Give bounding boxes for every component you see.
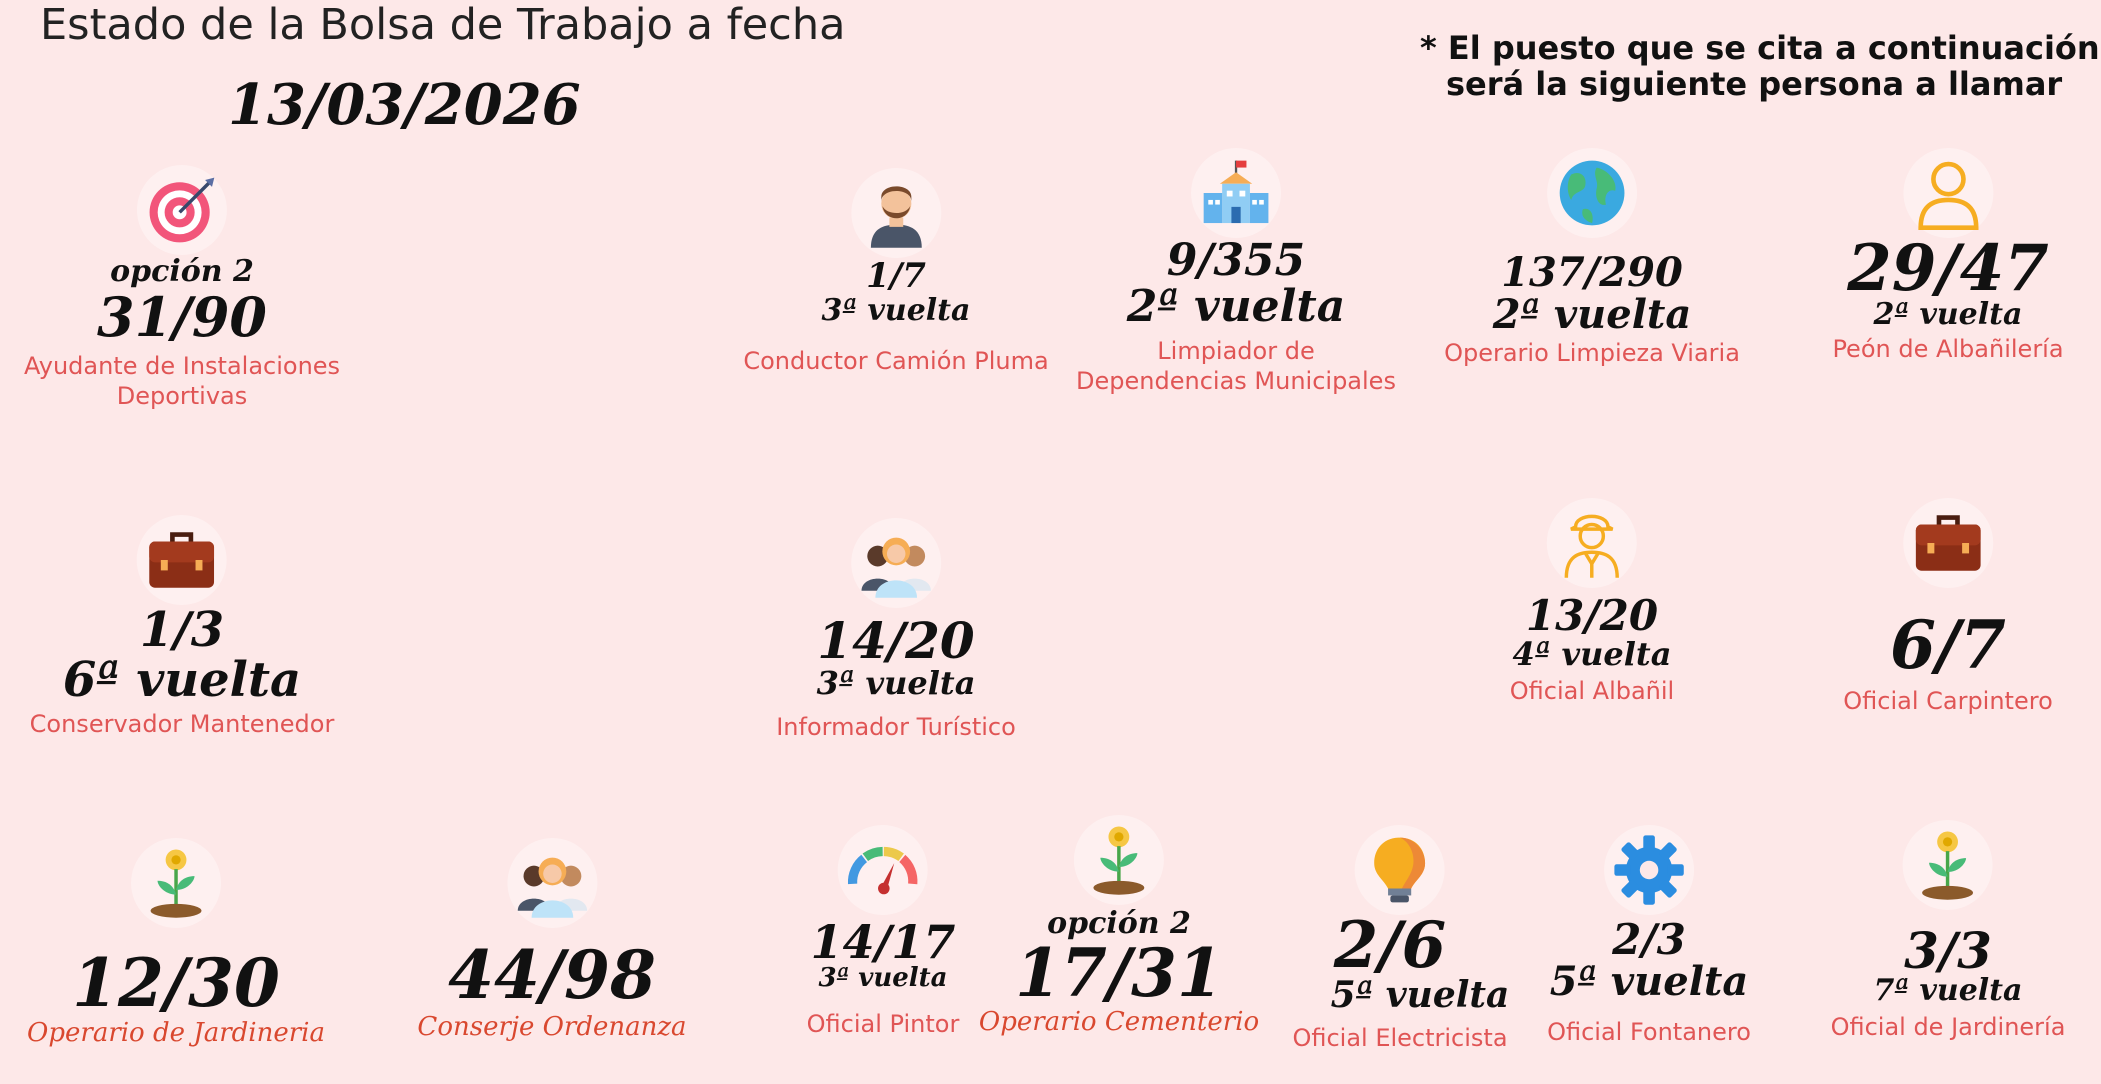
count-text: 6/7 — [1890, 606, 2006, 684]
job-card-operario-jardineria[interactable]: 12/30 Operario de Jardineria — [27, 838, 325, 1048]
worker-outline-icon — [1546, 498, 1637, 588]
gauge-icon — [837, 825, 928, 915]
job-card-conductor-camion[interactable]: 1/7 3ª vuelta Conductor Camión Pluma — [743, 168, 1049, 376]
job-card-operario-cementerio[interactable]: opción 2 17/31 Operario Cementerio — [979, 815, 1259, 1037]
count-text: 137/290 — [1501, 249, 1683, 296]
job-label: Oficial de Jardinería — [1830, 1013, 2066, 1041]
option-text: opción 2 — [110, 254, 254, 289]
count-text: 14/17 — [810, 915, 956, 969]
count-text: 2/3 — [1612, 915, 1686, 964]
job-card-conservador-mantenedor[interactable]: 1/3 6ª vuelta Conservador Mantenedor — [29, 515, 335, 739]
job-label: Oficial Pintor — [806, 1010, 960, 1038]
round-text: 2ª vuelta — [1492, 291, 1692, 338]
user-outline-icon — [1903, 148, 1993, 238]
job-label: Oficial Albañil — [1509, 677, 1675, 705]
page-title: Estado de la Bolsa de Trabajo a fecha — [40, 0, 846, 50]
count-text: 14/20 — [817, 611, 975, 670]
round-text: 2ª vuelta — [1873, 297, 2023, 332]
count-text: 1/7 — [866, 256, 926, 296]
note-line-2: será la siguiente persona a llamar — [1446, 65, 2063, 103]
people-group-icon — [506, 838, 597, 928]
note-line-1: * El puesto que se cita a continuación — [1420, 29, 2100, 67]
job-card-operario-limpieza[interactable]: 137/290 2ª vuelta Operario Limpieza Viar… — [1444, 148, 1740, 368]
count-text: 31/90 — [96, 285, 268, 349]
sprout-coin-icon — [1902, 820, 1993, 910]
option-text: opción 2 — [1047, 906, 1191, 941]
note: * El puesto que se cita a continuación s… — [1420, 30, 2100, 102]
job-label: Oficial Fontanero — [1547, 1018, 1751, 1046]
job-label: Oficial Carpintero — [1843, 687, 2053, 715]
job-card-limpiador-dependencias[interactable]: 9/355 2ª vuelta Limpiador de Dependencia… — [1076, 148, 1396, 396]
count-text: 13/20 — [1525, 591, 1659, 640]
job-label: Limpiador de — [1157, 337, 1315, 365]
count-text: 9/355 — [1166, 235, 1306, 286]
round-text: 3ª vuelta — [821, 293, 971, 328]
job-label: Informador Turístico — [776, 713, 1016, 741]
count-text: 29/47 — [1847, 231, 2049, 306]
count-text: 44/98 — [448, 936, 656, 1014]
job-label: Oficial Electricista — [1292, 1024, 1508, 1052]
page-date: 13/03/2026 — [228, 72, 581, 138]
count-text: 2/6 — [1333, 908, 1447, 983]
job-label: Conservador Mantenedor — [29, 710, 335, 738]
sprout-coin-icon — [130, 838, 221, 928]
briefcase-icon — [1903, 498, 1993, 588]
job-card-oficial-fontanero[interactable]: 2/3 5ª vuelta Oficial Fontanero — [1547, 825, 1751, 1047]
school-building-icon — [1190, 148, 1281, 238]
job-card-informador-turistico[interactable]: 14/20 3ª vuelta Informador Turístico — [776, 518, 1016, 742]
people-group-icon — [851, 518, 941, 608]
count-text: 12/30 — [72, 944, 280, 1022]
round-text: 7ª vuelta — [1873, 973, 2023, 1008]
round-text: 6ª vuelta — [62, 652, 302, 708]
job-card-oficial-jardineria[interactable]: 3/3 7ª vuelta Oficial de Jardinería — [1830, 820, 2066, 1042]
round-text: 2ª vuelta — [1126, 281, 1346, 332]
count-text: 17/31 — [1015, 934, 1223, 1012]
job-label: Conductor Camión Pluma — [743, 347, 1049, 375]
sprout-coin-icon — [1074, 815, 1164, 905]
job-label: Operario Limpieza Viaria — [1444, 339, 1740, 367]
job-label: Operario de Jardineria — [27, 1018, 325, 1048]
count-text: 3/3 — [1904, 921, 1992, 980]
target-icon — [136, 165, 227, 255]
job-label-2: Deportivas — [116, 382, 248, 410]
job-card-oficial-electricista[interactable]: 2/6 5ª vuelta Oficial Electricista — [1291, 825, 1510, 1053]
man-avatar-icon — [850, 168, 941, 258]
globe-icon — [1547, 148, 1637, 238]
round-text: 4ª vuelta — [1512, 635, 1672, 673]
job-card-conserje-ordenanza[interactable]: 44/98 Conserje Ordenanza — [417, 838, 687, 1042]
job-label: Ayudante de Instalaciones — [23, 352, 341, 380]
round-text: 5ª vuelta — [1549, 958, 1749, 1005]
job-card-ayudante-instalaciones[interactable]: opción 2 31/90 Ayudante de Instalaciones… — [24, 165, 340, 411]
round-text: 3ª vuelta — [816, 664, 976, 702]
job-card-oficial-pintor[interactable]: 14/17 3ª vuelta Oficial Pintor — [806, 825, 960, 1039]
round-text: 5ª vuelta — [1330, 974, 1510, 1016]
job-label: Operario Cementerio — [978, 1007, 1260, 1037]
gear-icon — [1604, 825, 1694, 915]
job-card-peon-albanileria[interactable]: 29/47 2ª vuelta Peón de Albañilería — [1832, 148, 2064, 364]
round-text: 3ª vuelta — [818, 963, 948, 993]
job-label-2: Dependencias Municipales — [1076, 367, 1396, 395]
job-card-oficial-albanil[interactable]: 13/20 4ª vuelta Oficial Albañil — [1510, 498, 1674, 706]
job-card-oficial-carpintero[interactable]: 6/7 Oficial Carpintero — [1843, 498, 2053, 716]
briefcase-icon — [137, 515, 227, 605]
lightbulb-icon — [1354, 825, 1445, 915]
job-label: Conserje Ordenanza — [417, 1012, 687, 1042]
count-text: 1/3 — [139, 602, 225, 658]
job-label: Peón de Albañilería — [1832, 335, 2064, 363]
